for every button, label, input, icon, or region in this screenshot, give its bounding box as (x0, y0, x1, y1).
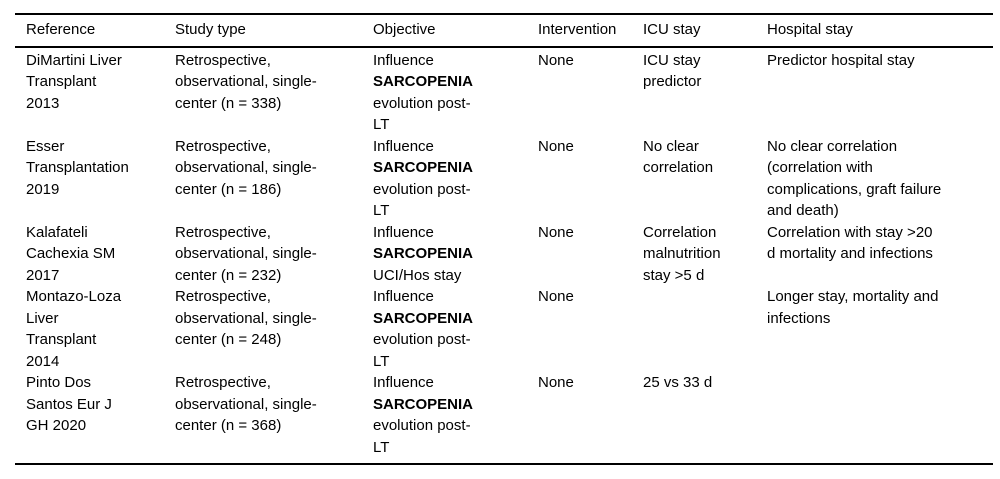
cell-icu-stay: 25 vs 33 d (643, 374, 713, 391)
objective-text: evolution post- LT (373, 417, 471, 456)
cell-study-type: Retrospective, observational, single- ce… (175, 223, 317, 284)
cell-objective: Influence SARCOPENIA evolution post- LT (373, 50, 538, 136)
objective-keyword: SARCOPENIA (373, 245, 474, 262)
cell-objective: Influence SARCOPENIA evolution post- LT (373, 286, 538, 372)
cell-intervention: None (538, 374, 574, 391)
cell-reference: Kalafateli Cachexia SM 2017 (26, 223, 116, 284)
study-table: Reference Study type Objective Intervent… (15, 13, 993, 465)
cell-icu-stay: Correlation malnutrition stay >5 d (643, 223, 721, 284)
cell-reference: DiMartini Liver Transplant 2013 (26, 51, 122, 112)
table-row: Pinto Dos Santos Eur J GH 2020 Retrospec… (15, 372, 993, 458)
table-row: Montazo-Loza Liver Transplant 2014 Retro… (15, 286, 993, 372)
column-header-icu-stay: ICU stay (643, 21, 701, 38)
cell-study-type: Retrospective, observational, single- ce… (175, 288, 317, 348)
cell-intervention: None (538, 51, 574, 69)
objective-keyword: SARCOPENIA (373, 395, 474, 413)
table-body: DiMartini Liver Transplant 2013 Retrospe… (15, 48, 993, 464)
cell-icu-stay (643, 286, 767, 372)
objective-text: Influence (373, 374, 434, 391)
cell-reference: Esser Transplantation 2019 (26, 137, 129, 198)
objective-text: evolution post- LT (373, 331, 471, 370)
objective-keyword: SARCOPENIA (373, 73, 474, 90)
table-header-row: Reference Study type Objective Intervent… (15, 15, 993, 48)
objective-text: evolution post- LT (373, 94, 471, 134)
cell-hospital-stay: Predictor hospital stay (767, 51, 915, 69)
objective-text: Influence (373, 51, 434, 69)
column-header-hospital-stay: Hospital stay (767, 21, 853, 38)
objective-keyword: SARCOPENIA (373, 309, 474, 327)
cell-icu-stay: No clear correlation (643, 137, 714, 177)
cell-objective: Influence SARCOPENIA evolution post- LT (373, 372, 538, 458)
cell-objective: Influence SARCOPENIA UCI/Hos stay (373, 222, 538, 287)
objective-text: Influence (373, 288, 434, 305)
cell-hospital-stay: Longer stay, mortality and infections (767, 288, 939, 327)
cell-study-type: Retrospective, observational, single- ce… (175, 374, 317, 434)
table-row: Kalafateli Cachexia SM 2017 Retrospectiv… (15, 222, 993, 287)
cell-hospital-stay: No clear correlation (correlation with c… (767, 137, 942, 220)
cell-intervention: None (538, 288, 574, 305)
column-header-study-type: Study type (175, 21, 246, 38)
cell-icu-stay: ICU stay predictor (643, 51, 702, 91)
objective-text: evolution post- LT (373, 180, 471, 220)
cell-reference: Pinto Dos Santos Eur J GH 2020 (26, 374, 112, 434)
objective-text: UCI/Hos stay (373, 266, 462, 284)
cell-objective: Influence SARCOPENIA evolution post- LT (373, 136, 538, 222)
column-header-objective: Objective (373, 21, 436, 38)
cell-intervention: None (538, 137, 574, 155)
cell-reference: Montazo-Loza Liver Transplant 2014 (26, 288, 122, 370)
cell-study-type: Retrospective, observational, single- ce… (175, 51, 317, 112)
table-row: DiMartini Liver Transplant 2013 Retrospe… (15, 50, 993, 136)
cell-intervention: None (538, 223, 574, 241)
cell-study-type: Retrospective, observational, single- ce… (175, 137, 317, 198)
objective-text: Influence (373, 137, 434, 155)
column-header-reference: Reference (26, 21, 96, 38)
column-header-intervention: Intervention (538, 21, 617, 38)
cell-hospital-stay: Correlation with stay >20 d mortality an… (767, 223, 933, 263)
objective-keyword: SARCOPENIA (373, 159, 474, 176)
table-row: Esser Transplantation 2019 Retrospective… (15, 136, 993, 222)
objective-text: Influence (373, 223, 434, 241)
cell-hospital-stay (767, 372, 993, 458)
